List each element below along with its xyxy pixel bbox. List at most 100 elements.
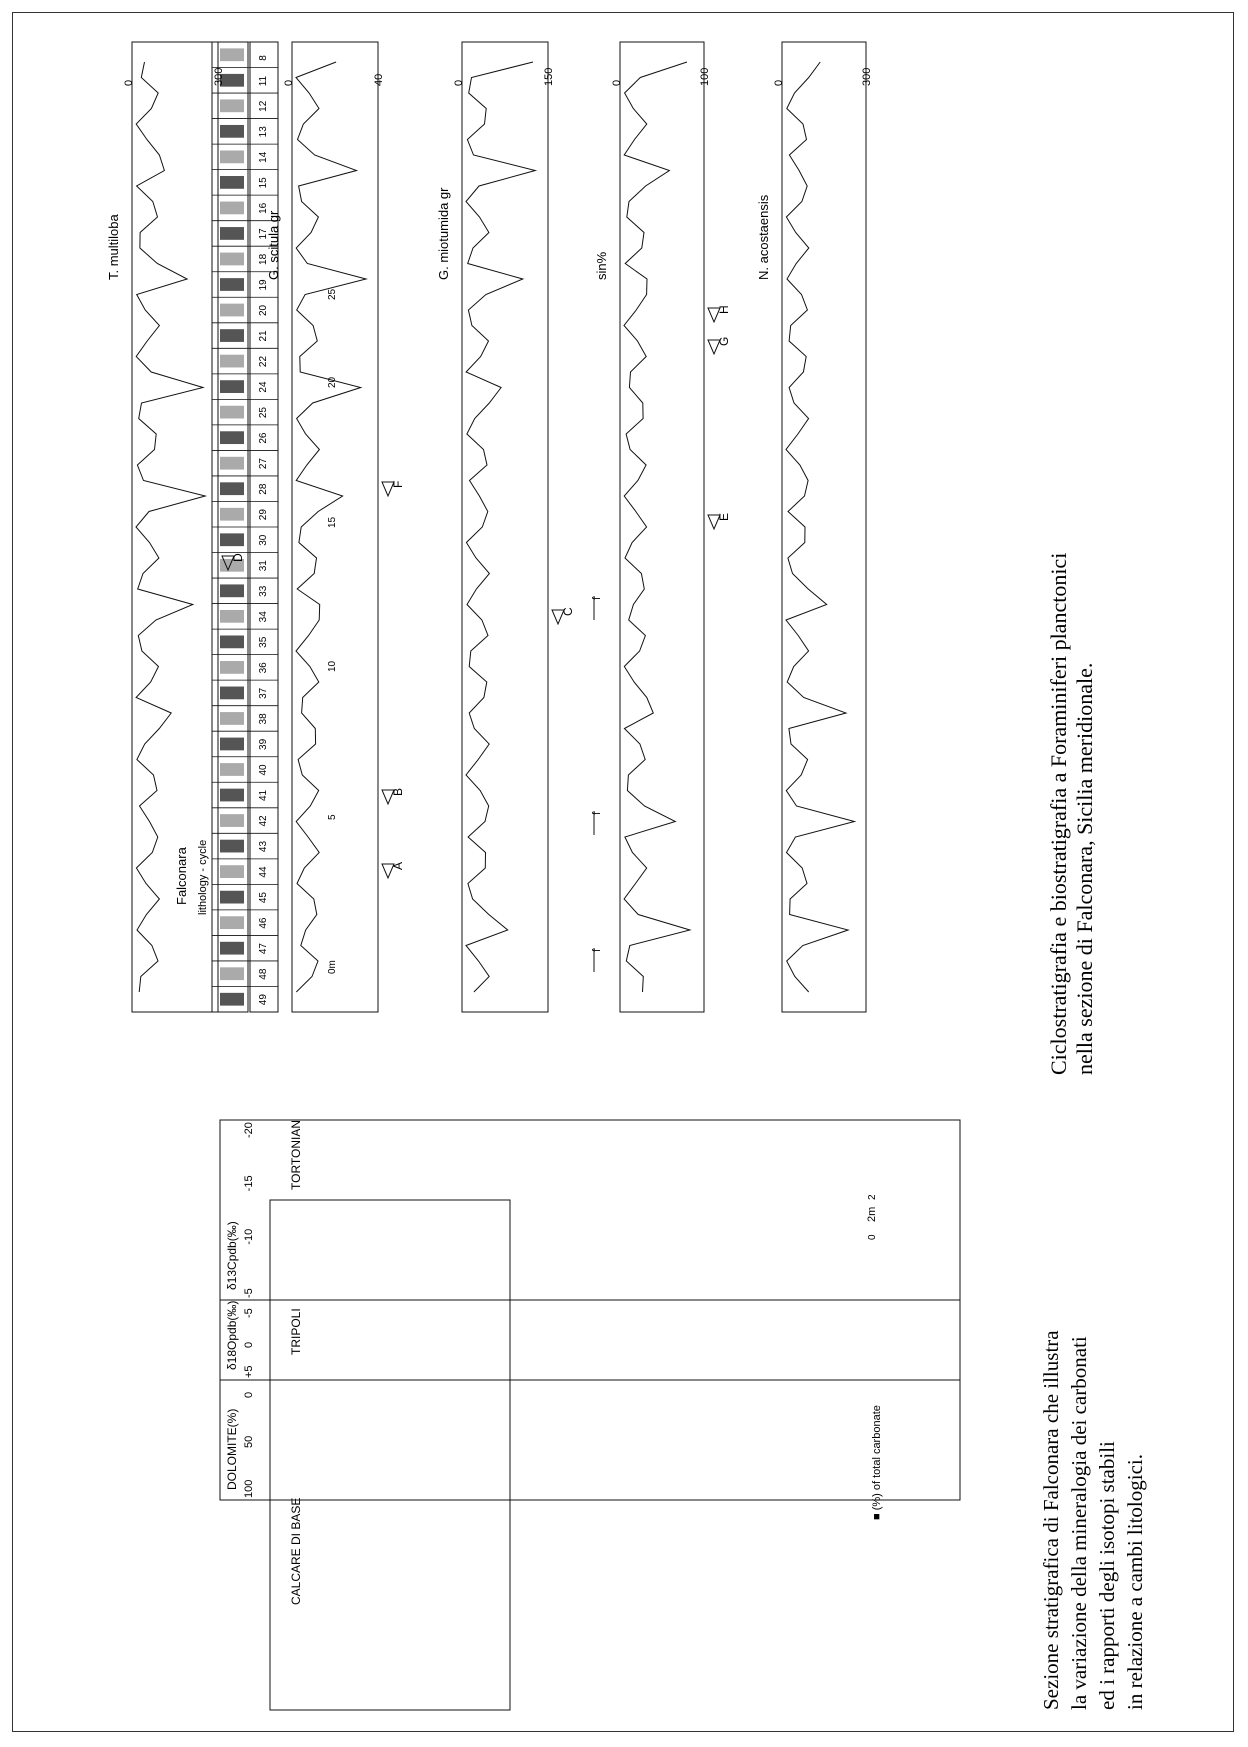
isotope-tick-label: 100 [243, 1480, 255, 1498]
lithology-band [220, 712, 244, 725]
lithology-band [220, 227, 244, 240]
cycle-label: 44 [258, 866, 269, 878]
panel-frame [131, 41, 219, 1013]
panel-scale-max: 300 [213, 68, 225, 86]
lithology-band [220, 839, 244, 853]
lithology-band [220, 73, 244, 87]
cycle-label: 19 [258, 279, 269, 291]
panel-scale-min: 0 [611, 80, 623, 86]
lithology-band [220, 252, 244, 266]
panel-series [135, 61, 208, 993]
panel-scale-min: 0 [123, 80, 135, 86]
marker-label: D [231, 553, 245, 562]
lithology-column: 49 48 47 46 45 44 43 42 41 40 39 38 37 36 35 34 33 31 30 29… [211, 41, 279, 1013]
isotope-tick-label: 50 [243, 1436, 255, 1448]
panel-frame [619, 41, 705, 1013]
cycle-label: 36 [258, 662, 269, 674]
lithology-band [220, 201, 244, 215]
lithology-band [220, 150, 244, 164]
marker-label: C [561, 607, 575, 616]
caption-left: Sezione stratigrafica di Falconara che i… [1028, 1110, 1218, 1720]
lithology-band [220, 967, 244, 981]
isotope-tick-label: -20 [243, 1122, 255, 1138]
lithology-band [220, 584, 244, 598]
cycle-label: 40 [258, 764, 269, 776]
isotope-tick-label: -10 [243, 1229, 255, 1245]
lithology-band [220, 456, 244, 470]
falconara-header: Falconara lithology - cycle [174, 840, 209, 915]
depth-tick-label: 15 [327, 516, 338, 528]
panel-scale-min: 0 [283, 80, 295, 86]
lithology-band [220, 686, 244, 700]
cycle-label: 33 [258, 585, 269, 597]
depth-axis: 0m 5 10 15 20 25 [327, 288, 338, 974]
marker-arrow [221, 555, 235, 572]
panel-scale-max: 40 [373, 74, 385, 86]
lithology-band [220, 48, 244, 62]
panel-label: T. multiloba [106, 213, 121, 280]
marker-label: H [717, 305, 731, 314]
cycle-label: 26 [258, 432, 269, 444]
cycle-label: 39 [258, 738, 269, 750]
marker-arrow [381, 863, 395, 880]
cycle-label: 48 [258, 968, 269, 980]
panel-frame [461, 41, 549, 1013]
cycle-label: 42 [258, 815, 269, 827]
panel-label: G. miotumida gr [436, 187, 451, 280]
panel-series [465, 61, 538, 993]
lithology-cycle-label: lithology - cycle [197, 840, 209, 915]
isotope-tick-label: -5 [243, 1288, 255, 1298]
lithology-band [220, 890, 244, 904]
unit-label-tortonian: TORTONIAN [289, 1120, 303, 1190]
cycle-label: 24 [258, 381, 269, 393]
cycle-label: 12 [258, 100, 269, 112]
cycle-label: 49 [258, 994, 269, 1006]
isotope-tick-label: -15 [243, 1175, 255, 1191]
cycle-label: 27 [258, 458, 269, 470]
panel-scale-max: 100 [699, 68, 711, 86]
isotope-panel-label: δ13Cpdb(‰) [225, 1221, 239, 1290]
isotope-panel-frame [219, 1379, 961, 1501]
lithology-band [220, 916, 244, 930]
cycle-label: 37 [258, 687, 269, 699]
cycle-label: 8 [258, 55, 269, 61]
caption-right-line1: Ciclostratigrafia e biostratigrafia a Fo… [1046, 553, 1071, 1075]
marker-label: G [717, 337, 731, 346]
cycle-label: 13 [258, 126, 269, 138]
depth-tick-label: 0m [327, 960, 338, 974]
panel-series [785, 61, 857, 993]
marker-label: B [391, 788, 405, 796]
caption-left-line2: la variazione della mineralogia dei carb… [1067, 1336, 1091, 1710]
lithology-band [220, 99, 244, 113]
cycle-label: 46 [258, 917, 269, 929]
marker-label: A [391, 862, 405, 870]
cycle-label: 28 [258, 483, 269, 495]
panel-series [295, 61, 368, 993]
cycle-label: 38 [258, 713, 269, 725]
lithology-band [220, 278, 244, 291]
scale-tick: 0 [867, 1234, 878, 1240]
lithology-band [220, 635, 244, 649]
cycle-label: 21 [258, 330, 269, 342]
lithology-band [220, 329, 244, 342]
isotope-panel-label: DOLOMITE(%) [225, 1409, 239, 1490]
lithology-band [220, 405, 244, 419]
lithology-band [220, 482, 244, 496]
page-frame [12, 12, 1234, 1732]
lithology-band [220, 507, 244, 521]
lithology-band [220, 354, 244, 368]
lithology-band [220, 303, 244, 317]
cycle-label: 18 [258, 253, 269, 265]
depth-tick-label: 25 [327, 288, 338, 300]
depth-tick-label: 20 [327, 376, 338, 388]
depth-tick-label: 10 [327, 660, 338, 672]
lithology-band [220, 533, 244, 547]
panel-scale-min: 0 [773, 80, 785, 86]
caption-left-line3: ed i rapporti degli isotopi stabili [1095, 1441, 1119, 1710]
cycle-label: 47 [258, 943, 269, 955]
panel-label: sin% [594, 251, 609, 280]
lithology-band [220, 558, 244, 572]
isotope-tick-label: +5 [243, 1365, 255, 1378]
isotope-panel-label: δ18Opdb(‰) [225, 1301, 239, 1370]
